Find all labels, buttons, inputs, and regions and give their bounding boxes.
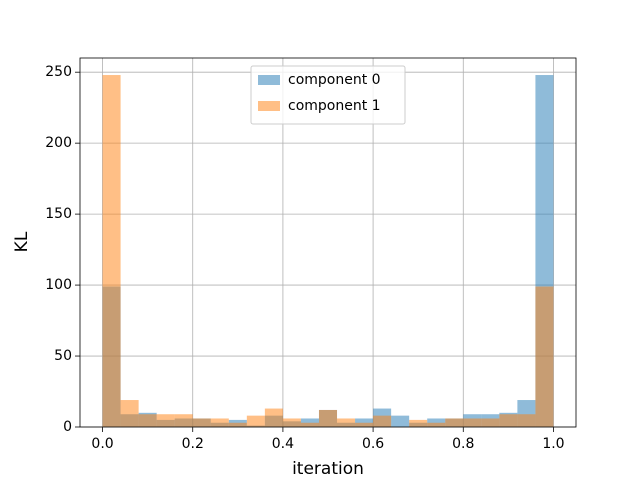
x-tick-label: 0.2: [182, 436, 204, 452]
bar: [499, 414, 518, 427]
bar: [282, 418, 301, 427]
x-axis-label: iteration: [292, 459, 364, 479]
y-tick-label: 250: [45, 64, 72, 80]
bar: [409, 419, 428, 427]
legend-label: component 1: [288, 98, 381, 114]
bar: [300, 422, 319, 427]
bar: [445, 418, 464, 427]
bar: [102, 75, 121, 428]
x-tick-label: 0.0: [91, 436, 113, 452]
bar: [337, 418, 356, 427]
plot-frame: [79, 57, 577, 428]
legend-swatch: [258, 101, 280, 111]
legend-swatch: [258, 75, 280, 85]
bar: [192, 418, 211, 427]
bar: [517, 414, 536, 427]
x-tick-label: 1.0: [542, 436, 564, 452]
bar: [318, 409, 338, 427]
x-tick-label: 0.6: [362, 436, 384, 452]
bar: [391, 415, 410, 427]
y-tick-label: 150: [45, 206, 72, 222]
y-tick-label: 50: [54, 348, 72, 364]
y-tick-label: 200: [45, 135, 72, 151]
bar: [427, 422, 446, 427]
bar: [120, 400, 139, 427]
bar: [481, 418, 500, 427]
legend-box: [250, 65, 406, 125]
bar: [355, 422, 374, 427]
bar: [174, 414, 193, 427]
x-tick-label: 0.4: [272, 436, 294, 452]
legend-label: component 0: [288, 72, 381, 88]
bar: [246, 415, 265, 427]
bar: [210, 418, 229, 427]
y-tick-label: 0: [63, 419, 72, 435]
x-tick-label: 0.8: [452, 436, 474, 452]
bar: [463, 418, 482, 427]
bar: [138, 414, 157, 427]
legend: component 0 component 1: [250, 65, 406, 125]
y-tick-label: 100: [45, 277, 72, 293]
bar: [264, 408, 283, 427]
bar: [373, 415, 392, 427]
bar: [156, 414, 175, 427]
bar: [535, 286, 554, 427]
y-axis-label: KL: [12, 231, 32, 252]
bar: [228, 422, 247, 427]
